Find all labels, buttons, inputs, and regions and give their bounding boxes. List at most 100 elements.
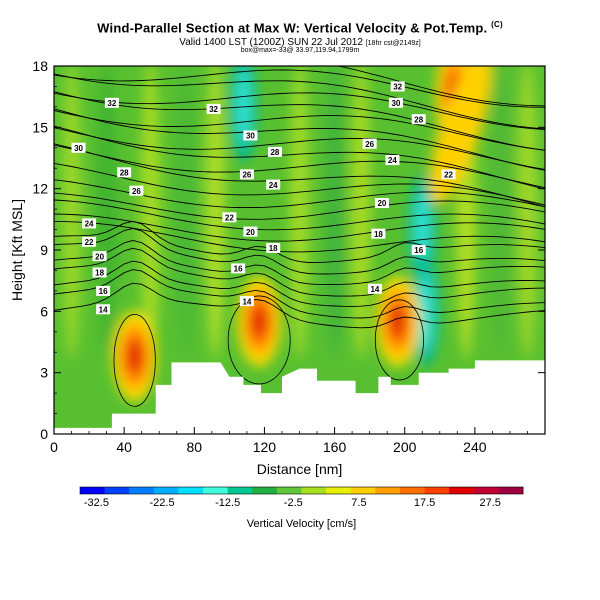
location-note: box@max=-33@ 33.97,119.94,1799m xyxy=(240,47,360,54)
isentrope-label-bg xyxy=(82,218,97,229)
field-streak xyxy=(175,66,196,360)
isentrope-label: 30 xyxy=(388,97,403,108)
field-streak xyxy=(491,66,512,360)
y-tick-label: 12 xyxy=(32,181,48,197)
isentrope-line xyxy=(54,69,545,108)
downdraft-core-inner xyxy=(417,271,434,352)
isentrope-label-bg xyxy=(239,296,254,307)
isentrope-line xyxy=(54,91,545,151)
isentrope-line xyxy=(54,260,545,307)
isentrope-label-text: 22 xyxy=(225,213,234,222)
colorbar-swatch xyxy=(326,487,352,494)
chart-title: Wind-Parallel Section at Max W: Vertical… xyxy=(0,20,600,35)
isentrope-label-bg xyxy=(367,283,382,294)
isentrope-label-text: 20 xyxy=(246,228,255,237)
field-streak xyxy=(289,66,310,360)
colorbar-swatch xyxy=(473,487,499,494)
isentrope-label-bg xyxy=(266,242,281,253)
isentrope-label-text: 32 xyxy=(209,105,218,114)
colorbar-swatch xyxy=(424,487,450,494)
isentrope-label: 22 xyxy=(222,212,237,223)
isentrope-label-text: 18 xyxy=(374,230,383,239)
isentrope-label-bg xyxy=(117,167,132,178)
isentrope-line xyxy=(54,144,545,189)
zero-contour xyxy=(227,295,291,385)
isentrope-label: 32 xyxy=(104,97,119,108)
isentrope-label: 14 xyxy=(239,296,254,307)
isentrope-label-bg xyxy=(388,97,403,108)
isentrope-label: 18 xyxy=(92,267,107,278)
x-tick: 120 xyxy=(253,427,276,455)
x-tick-label: 0 xyxy=(50,439,58,455)
isentrope-label-text: 28 xyxy=(414,115,423,124)
isentrope-label-bg xyxy=(92,251,107,262)
isentrope-label: 24 xyxy=(82,218,97,229)
isentrope-label-text: 24 xyxy=(85,220,94,229)
y-tick: 0 xyxy=(40,426,545,442)
colorbar-swatch xyxy=(301,487,327,494)
colorbar-swatch xyxy=(178,487,204,494)
isentrope-label-text: 20 xyxy=(95,252,104,261)
isentrope-label: 32 xyxy=(390,81,405,92)
isentrope-line xyxy=(54,143,545,208)
isentrope-label-text: 26 xyxy=(242,171,251,180)
updraft-core-ring xyxy=(127,341,143,372)
colorbar-swatch xyxy=(104,487,130,494)
isentrope-label: 18 xyxy=(266,242,281,253)
colorbar-swatch xyxy=(449,487,475,494)
isentrope-label-text: 14 xyxy=(242,297,251,306)
isentrope-label-bg xyxy=(222,212,237,223)
isentrope-label: 20 xyxy=(92,251,107,262)
isentrope-label: 20 xyxy=(243,226,258,237)
y-tick: 12 xyxy=(32,181,545,197)
isentrope-label-bg xyxy=(129,185,144,196)
isentrope-label-text: 32 xyxy=(393,83,402,92)
isentrope-line xyxy=(54,228,545,275)
isentrope-label-text: 26 xyxy=(365,140,374,149)
isentrope-label: 24 xyxy=(266,179,281,190)
y-tick-label: 0 xyxy=(40,426,48,442)
isentrope-label-text: 22 xyxy=(85,238,94,247)
field-streak xyxy=(205,66,226,360)
terrain xyxy=(54,360,545,434)
isentrope-label: 26 xyxy=(362,138,377,149)
x-tick: 40 xyxy=(116,427,132,455)
isentrope-label-text: 30 xyxy=(74,144,83,153)
isentrope-label-bg xyxy=(96,304,111,315)
isentrope-label-bg xyxy=(390,81,405,92)
colorbar-swatch xyxy=(252,487,278,494)
isentrope-label: 30 xyxy=(71,142,86,153)
isentrope-label-bg xyxy=(71,142,86,153)
isentrope-line xyxy=(54,127,545,170)
isentrope-label: 30 xyxy=(243,130,258,141)
y-tick: 6 xyxy=(40,303,545,319)
x-tick-label: 240 xyxy=(463,439,487,455)
isentrope-label-bg xyxy=(231,263,246,274)
y-tick-label: 15 xyxy=(32,119,48,135)
x-tick: 80 xyxy=(186,427,202,455)
isentrope-line xyxy=(54,162,545,206)
field-streak xyxy=(140,66,161,360)
isentrope-label-text: 24 xyxy=(269,181,278,190)
colorbar-swatch xyxy=(153,487,179,494)
y-tick: 18 xyxy=(32,58,545,74)
isentrope-label-text: 30 xyxy=(391,99,400,108)
velocity-field: 1416182022242628303232302826242220181614… xyxy=(54,66,545,434)
x-tick: 160 xyxy=(323,427,346,455)
isentrope-label-bg xyxy=(96,285,111,296)
colorbar-swatch xyxy=(399,487,425,494)
zero-contour xyxy=(113,313,156,407)
isentrope-label-bg xyxy=(371,228,386,239)
isentrope-label-bg xyxy=(243,226,258,237)
y-tick: 15 xyxy=(32,119,545,135)
isentrope-label-bg xyxy=(385,155,400,166)
isentrope-label-text: 18 xyxy=(269,244,278,253)
colorbar-frame xyxy=(79,486,524,495)
axes: 0 40 80 120 160 200 240 0 3 6 9 12 15 18 Distance [nm]… xyxy=(9,58,546,477)
isentrope-label-bg xyxy=(374,197,389,208)
isentrope-line xyxy=(54,108,545,171)
y-axis-label: Height [Kft MSL] xyxy=(9,199,25,301)
colorbar-tick-label: 17.5 xyxy=(414,497,435,509)
colorbar-swatch xyxy=(375,487,401,494)
